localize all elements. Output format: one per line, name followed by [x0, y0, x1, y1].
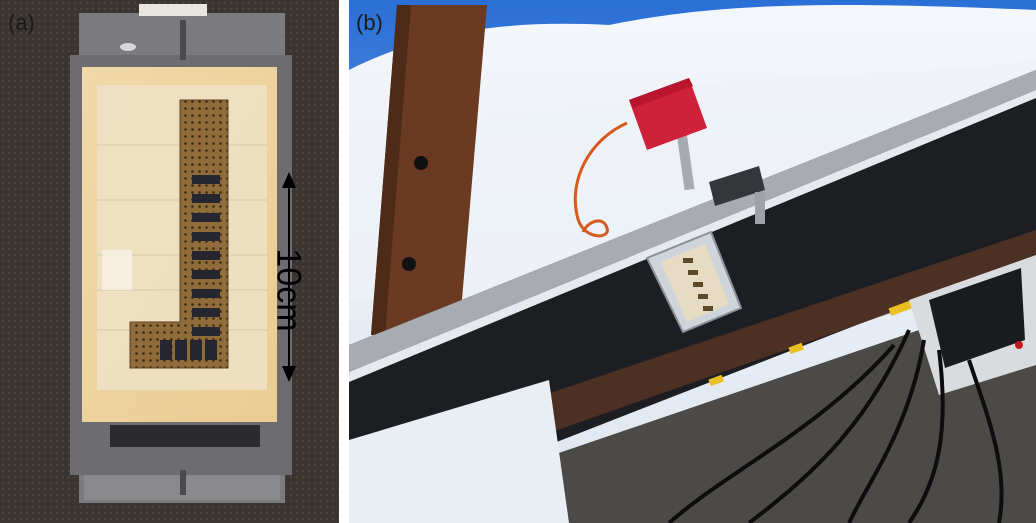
scale-label: 10cm: [269, 248, 308, 332]
outdoor-installation-photo: [349, 0, 1036, 523]
panel-b-photo: [349, 0, 1036, 523]
scale-arrow: [282, 172, 296, 382]
panel-label-b: (b): [356, 10, 383, 35]
panel-label-a: (a): [8, 10, 35, 35]
panel-a-photo: 10cm: [0, 0, 339, 523]
detector-module-photo: [0, 0, 339, 523]
